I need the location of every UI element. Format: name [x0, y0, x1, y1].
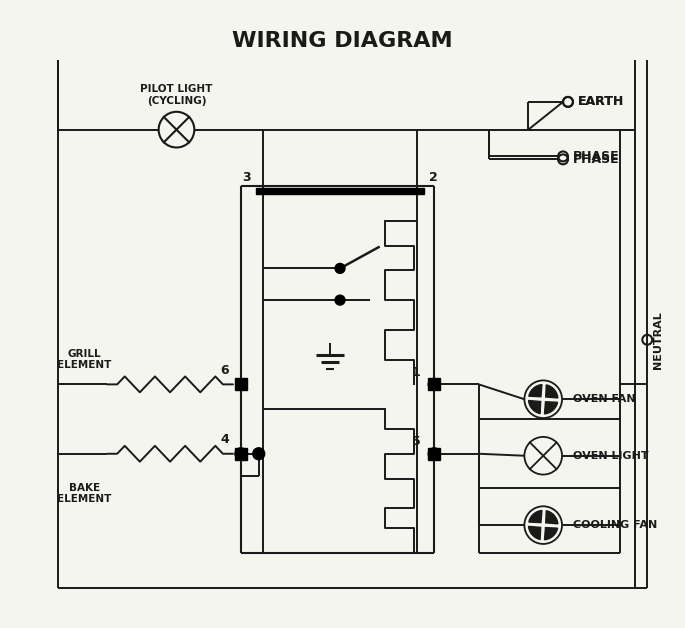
Text: PHASE: PHASE: [573, 150, 619, 163]
Polygon shape: [256, 188, 270, 194]
Circle shape: [428, 448, 440, 460]
Polygon shape: [529, 384, 542, 397]
Circle shape: [335, 295, 345, 305]
Text: BAKE
ELEMENT: BAKE ELEMENT: [57, 482, 112, 504]
Text: OVEN LIGHT: OVEN LIGHT: [573, 451, 649, 461]
Text: OVEN FAN: OVEN FAN: [573, 394, 636, 404]
Text: 3: 3: [242, 171, 251, 184]
Polygon shape: [529, 526, 540, 539]
Circle shape: [235, 448, 247, 460]
Polygon shape: [235, 448, 247, 460]
Polygon shape: [545, 402, 558, 414]
Polygon shape: [410, 188, 424, 194]
Text: PILOT LIGHT
(CYCLING): PILOT LIGHT (CYCLING): [140, 84, 212, 106]
Polygon shape: [546, 385, 558, 398]
Text: 4: 4: [221, 433, 229, 447]
Text: NEUTRAL: NEUTRAL: [653, 311, 663, 369]
Text: COOLING FAN: COOLING FAN: [573, 520, 657, 530]
Text: 6: 6: [221, 364, 229, 377]
Polygon shape: [546, 511, 558, 524]
Text: 2: 2: [429, 171, 438, 184]
Text: EARTH: EARTH: [578, 95, 624, 109]
Polygon shape: [270, 188, 410, 194]
Circle shape: [253, 448, 264, 460]
Polygon shape: [235, 379, 247, 391]
Polygon shape: [529, 401, 540, 414]
Text: WIRING DIAGRAM: WIRING DIAGRAM: [232, 31, 452, 50]
Circle shape: [335, 264, 345, 273]
Text: 1: 1: [412, 366, 421, 379]
Polygon shape: [529, 511, 542, 522]
Circle shape: [428, 379, 440, 391]
Text: GRILL
ELEMENT: GRILL ELEMENT: [57, 349, 112, 371]
Text: EARTH: EARTH: [578, 95, 624, 109]
Polygon shape: [428, 379, 440, 391]
Text: PHASE: PHASE: [573, 153, 619, 166]
Text: 5: 5: [412, 435, 421, 448]
Polygon shape: [428, 448, 440, 460]
Polygon shape: [545, 528, 558, 539]
